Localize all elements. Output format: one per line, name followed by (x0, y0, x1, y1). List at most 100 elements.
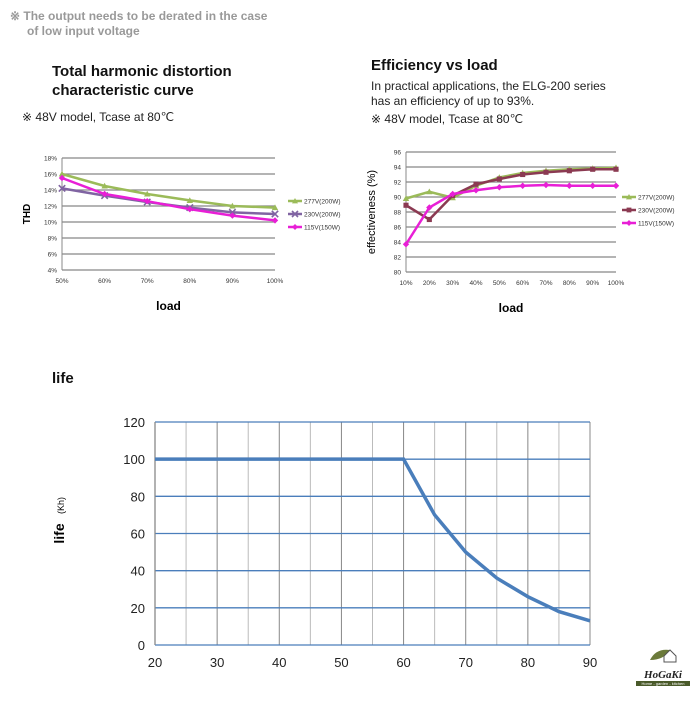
efficiency-model-note: ※ 48V model, Tcase at 80℃ (371, 112, 524, 126)
x-axis-label: load (156, 299, 181, 313)
data-point (566, 182, 573, 189)
x-tick-label: 70% (539, 280, 552, 287)
x-tick-label: 70% (141, 278, 154, 285)
note-line-2: of low input voltage (27, 24, 140, 38)
data-point (403, 202, 409, 208)
y-axis-label: life (51, 523, 67, 543)
thd-title: Total harmonic distortion characteristic… (52, 62, 232, 100)
series-line-0 (61, 172, 276, 209)
legend-label: 230V(200W) (304, 212, 341, 219)
data-point (542, 181, 550, 189)
series-line-1 (405, 168, 616, 222)
y-tick-label: 60 (131, 527, 145, 542)
data-point (186, 197, 193, 203)
data-point (186, 206, 193, 213)
data-point (613, 166, 619, 172)
efficiency-desc-line-1: In practical applications, the ELG-200 s… (371, 79, 606, 93)
efficiency-title: Efficiency vs load (371, 57, 498, 74)
data-point (473, 181, 479, 187)
y-tick-label: 94 (394, 165, 402, 172)
series-line-2 (61, 176, 276, 222)
x-tick-label: 80% (183, 278, 196, 285)
thd-title-line-2: characteristic curve (52, 82, 194, 99)
x-axis-label: load (499, 301, 524, 315)
data-point (519, 182, 526, 189)
y-tick-label: 90 (394, 195, 402, 202)
y-tick-label: 120 (123, 415, 145, 430)
data-point (589, 182, 596, 189)
x-tick-label: 50% (55, 278, 68, 285)
legend-marker (292, 198, 298, 204)
x-tick-label: 60% (516, 280, 529, 287)
data-point (566, 168, 572, 174)
y-tick-label: 12% (44, 204, 57, 211)
data-point (271, 204, 279, 211)
legend-label: 115V(150W) (304, 225, 340, 232)
data-point (58, 184, 66, 193)
legend-label: 230V(200W) (638, 208, 675, 215)
data-point (229, 212, 236, 219)
x-tick-label: 10% (399, 280, 412, 287)
legend-marker (291, 210, 299, 218)
x-tick-label: 90% (226, 278, 239, 285)
y-tick-label: 4% (48, 268, 58, 275)
series-line-1 (61, 187, 276, 216)
data-point (426, 216, 432, 223)
data-point (144, 198, 151, 205)
data-point (144, 190, 151, 197)
x-tick-label: 100% (608, 280, 625, 287)
x-tick-label: 40 (272, 655, 286, 670)
y-tick-label: 82 (394, 255, 402, 262)
data-point (472, 187, 480, 194)
legend-label: 277V(200W) (638, 195, 675, 202)
legend-marker (292, 224, 298, 230)
efficiency-description: In practical applications, the ELG-200 s… (371, 79, 606, 109)
series-line-life (155, 457, 591, 623)
logo-tagline: Home - garden - kitchen (636, 681, 690, 686)
legend-label: 115V(150W) (638, 221, 674, 228)
legend-marker (626, 194, 632, 200)
y-tick-label: 6% (48, 252, 58, 259)
x-tick-label: 80 (521, 655, 535, 670)
y-tick-label: 96 (394, 150, 402, 157)
y-tick-label: 16% (44, 172, 57, 179)
thd-model-note: ※ 48V model, Tcase at 80℃ (22, 110, 175, 124)
y-tick-label: 10% (44, 220, 57, 227)
legend-label: 277V(200W) (304, 199, 341, 206)
data-point (496, 184, 503, 191)
x-tick-label: 80% (563, 280, 576, 287)
data-point (496, 176, 502, 182)
data-point (402, 241, 410, 248)
x-tick-label: 50% (493, 280, 506, 287)
x-tick-label: 40% (469, 280, 482, 287)
data-point (101, 190, 108, 198)
y-axis-label: THD (22, 204, 33, 225)
x-tick-label: 60% (98, 278, 111, 285)
hogaki-logo: HoGaKi Home - garden - kitchen (636, 646, 690, 686)
y-tick-label: 8% (48, 236, 58, 243)
data-point (58, 170, 66, 177)
y-tick-label: 84 (394, 240, 402, 247)
data-point (543, 169, 549, 175)
x-tick-label: 20 (148, 655, 162, 670)
x-tick-label: 100% (267, 278, 284, 285)
data-point (229, 202, 236, 209)
y-tick-label: 20 (131, 601, 145, 616)
y-axis-unit: (Kh) (56, 497, 66, 514)
data-point (590, 166, 596, 172)
y-tick-label: 0 (138, 638, 145, 653)
x-tick-label: 90% (586, 280, 599, 287)
y-tick-label: 80 (131, 489, 145, 504)
data-point (520, 171, 526, 178)
leaf-house-icon (650, 649, 677, 663)
x-tick-label: 90 (583, 655, 597, 670)
life-title: life (52, 370, 74, 387)
data-point (58, 174, 66, 182)
series-line-2 (404, 183, 616, 245)
data-point (101, 182, 108, 189)
series-line-0 (405, 166, 617, 200)
y-tick-label: 86 (394, 225, 402, 232)
derating-note: ※ The output needs to be derated in the … (10, 9, 267, 39)
x-tick-label: 60 (396, 655, 410, 670)
